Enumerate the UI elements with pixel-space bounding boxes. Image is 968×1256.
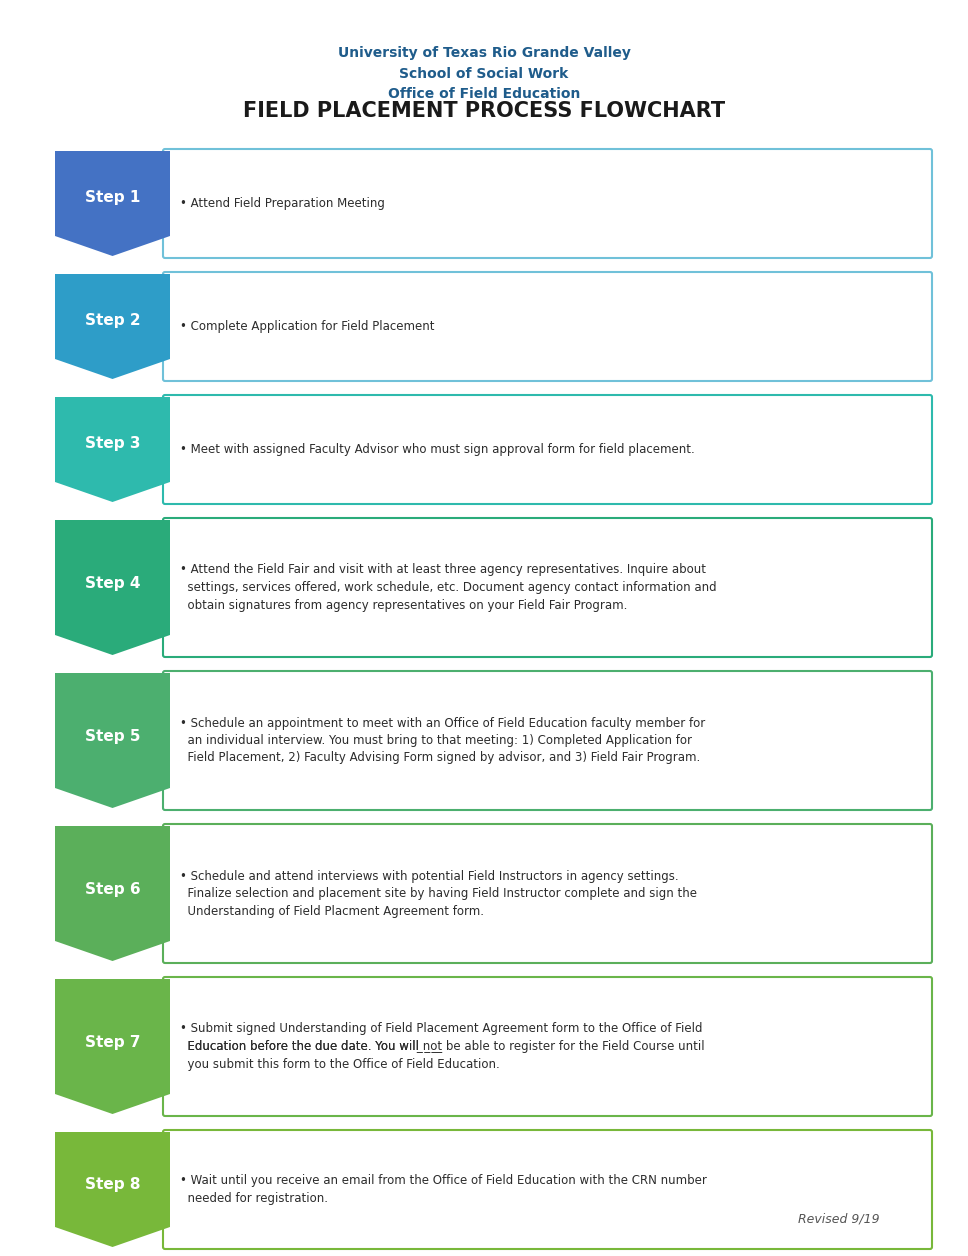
Text: Field Placement, 2) Faculty Advising Form signed by advisor, and 3) Field Fair P: Field Placement, 2) Faculty Advising For… bbox=[180, 751, 700, 765]
Text: FIELD PLACEMENT PROCESS FLOWCHART: FIELD PLACEMENT PROCESS FLOWCHART bbox=[243, 100, 725, 121]
Polygon shape bbox=[55, 397, 170, 502]
Text: • Complete Application for Field Placement: • Complete Application for Field Placeme… bbox=[180, 320, 435, 333]
Text: Step 6: Step 6 bbox=[84, 882, 140, 897]
Text: • Schedule and attend interviews with potential Field Instructors in agency sett: • Schedule and attend interviews with po… bbox=[180, 869, 679, 883]
FancyBboxPatch shape bbox=[163, 273, 932, 381]
Text: settings, services offered, work schedule, etc. Document agency contact informat: settings, services offered, work schedul… bbox=[180, 582, 716, 594]
FancyBboxPatch shape bbox=[163, 1130, 932, 1248]
Text: • Meet with assigned Faculty Advisor who must sign approval form for field place: • Meet with assigned Faculty Advisor who… bbox=[180, 443, 695, 456]
Polygon shape bbox=[55, 826, 170, 961]
Polygon shape bbox=[55, 1132, 170, 1247]
Text: Finalize selection and placement site by having Field Instructor complete and si: Finalize selection and placement site by… bbox=[180, 887, 697, 901]
FancyBboxPatch shape bbox=[163, 149, 932, 257]
Text: • Submit signed Understanding of Field Placement Agreement form to the Office of: • Submit signed Understanding of Field P… bbox=[180, 1022, 703, 1035]
Text: obtain signatures from agency representatives on your Field Fair Program.: obtain signatures from agency representa… bbox=[180, 599, 627, 612]
Text: • Schedule an appointment to meet with an Office of Field Education faculty memb: • Schedule an appointment to meet with a… bbox=[180, 716, 706, 730]
Polygon shape bbox=[55, 151, 170, 256]
Text: Step 5: Step 5 bbox=[85, 728, 140, 744]
Text: Step 3: Step 3 bbox=[85, 436, 140, 451]
FancyBboxPatch shape bbox=[163, 517, 932, 657]
FancyBboxPatch shape bbox=[163, 977, 932, 1117]
Polygon shape bbox=[55, 520, 170, 654]
Text: Step 4: Step 4 bbox=[85, 575, 140, 590]
Polygon shape bbox=[55, 673, 170, 808]
Text: needed for registration.: needed for registration. bbox=[180, 1192, 328, 1205]
Text: Step 8: Step 8 bbox=[85, 1177, 140, 1192]
Polygon shape bbox=[55, 274, 170, 379]
Text: Education before the due date. You will: Education before the due date. You will bbox=[180, 1040, 423, 1053]
Text: • Wait until you receive an email from the Office of Field Education with the CR: • Wait until you receive an email from t… bbox=[180, 1174, 707, 1187]
Text: Step 7: Step 7 bbox=[85, 1035, 140, 1050]
Text: Education before the due date. You will: Education before the due date. You will bbox=[180, 1040, 423, 1053]
Polygon shape bbox=[55, 978, 170, 1114]
Text: University of Texas Rio Grande Valley
School of Social Work
Office of Field Educ: University of Texas Rio Grande Valley Sc… bbox=[338, 46, 630, 102]
FancyBboxPatch shape bbox=[163, 671, 932, 810]
Text: Step 2: Step 2 bbox=[84, 313, 140, 328]
Text: Step 1: Step 1 bbox=[85, 190, 140, 205]
FancyBboxPatch shape bbox=[163, 824, 932, 963]
Text: Understanding of Field Placment Agreement form.: Understanding of Field Placment Agreemen… bbox=[180, 904, 484, 917]
FancyBboxPatch shape bbox=[163, 394, 932, 504]
Text: an individual interview. You must bring to that meeting: 1) Completed Applicatio: an individual interview. You must bring … bbox=[180, 734, 692, 747]
Text: Revised 9/19: Revised 9/19 bbox=[799, 1213, 880, 1226]
Text: you submit this form to the Office of Field Education.: you submit this form to the Office of Fi… bbox=[180, 1058, 499, 1071]
Text: Education before the due date. You will ̲n̲o̲t̲ be able to register for the Fiel: Education before the due date. You will … bbox=[180, 1040, 705, 1053]
Text: • Attend the Field Fair and visit with at least three agency representatives. In: • Attend the Field Fair and visit with a… bbox=[180, 564, 706, 577]
Text: • Attend Field Preparation Meeting: • Attend Field Preparation Meeting bbox=[180, 197, 385, 210]
